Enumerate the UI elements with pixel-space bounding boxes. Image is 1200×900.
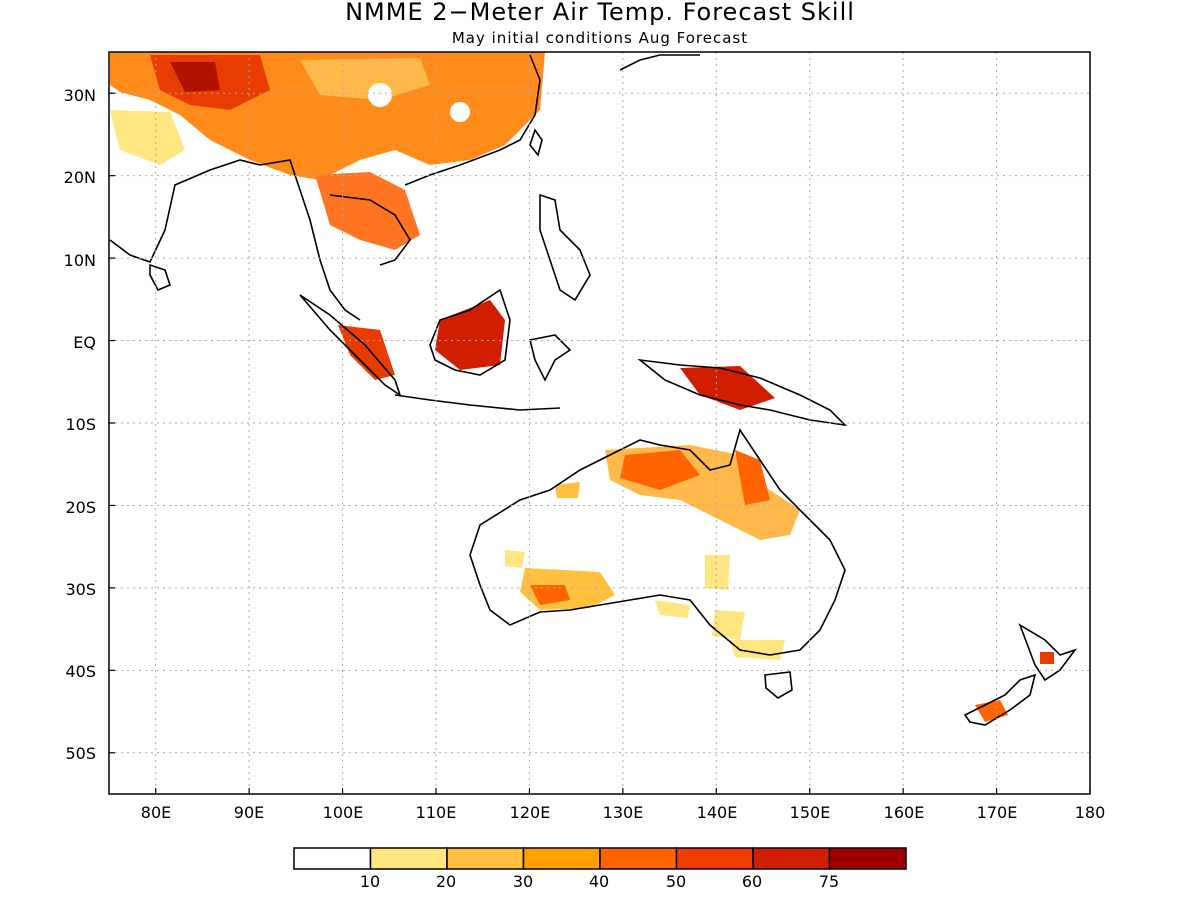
lon-label-150e: 150E (789, 803, 831, 822)
lat-label-20n: 20N (63, 168, 96, 187)
colorbar-label-30: 30 (512, 872, 534, 891)
lon-label-90e: 90E (233, 803, 265, 822)
lat-label-10n: 10N (63, 251, 96, 270)
axis-ticks (109, 92, 1091, 794)
gridlines (109, 52, 1090, 794)
colorbar-label-10: 10 (359, 872, 381, 891)
colorbar-swatch (675, 847, 754, 870)
colorbar-swatch (293, 847, 372, 870)
lat-label-10s: 10S (65, 415, 96, 434)
lat-label-50s: 50S (65, 744, 96, 763)
colorbar-swatch (828, 847, 907, 870)
colorbar (293, 847, 907, 870)
lat-label-30n: 30N (63, 86, 96, 105)
colorbar-swatch (522, 847, 601, 870)
map-title: NMME 2−Meter Air Temp. Forecast Skill (345, 0, 855, 26)
colorbar-label-50: 50 (665, 872, 687, 891)
colorbar-label-40: 40 (588, 872, 610, 891)
lon-label-130e: 130E (602, 803, 644, 822)
lon-label-180: 180 (1074, 803, 1106, 822)
lat-label-20s: 20S (65, 498, 96, 517)
skill-shading (110, 52, 1054, 722)
colorbar-swatch (752, 847, 831, 870)
lon-label-170e: 170E (976, 803, 1018, 822)
lon-label-100e: 100E (322, 803, 364, 822)
lat-label-40s: 40S (65, 662, 96, 681)
map-subtitle: May initial conditions Aug Forecast (451, 29, 749, 47)
lat-label-30s: 30S (65, 580, 96, 599)
colorbar-label-75: 75 (818, 872, 840, 891)
lon-label-120e: 120E (509, 803, 551, 822)
lon-label-140e: 140E (696, 803, 738, 822)
colorbar-swatch (369, 847, 448, 870)
coastlines (109, 54, 1078, 726)
colorbar-label-60: 60 (741, 872, 763, 891)
colorbar-label-20: 20 (435, 872, 457, 891)
lat-label-eq: EQ (73, 333, 96, 352)
colorbar-swatch (446, 847, 525, 870)
lon-label-160e: 160E (883, 803, 925, 822)
lon-label-80e: 80E (140, 803, 172, 822)
colorbar-swatch (599, 847, 678, 870)
lon-label-110e: 110E (415, 803, 457, 822)
